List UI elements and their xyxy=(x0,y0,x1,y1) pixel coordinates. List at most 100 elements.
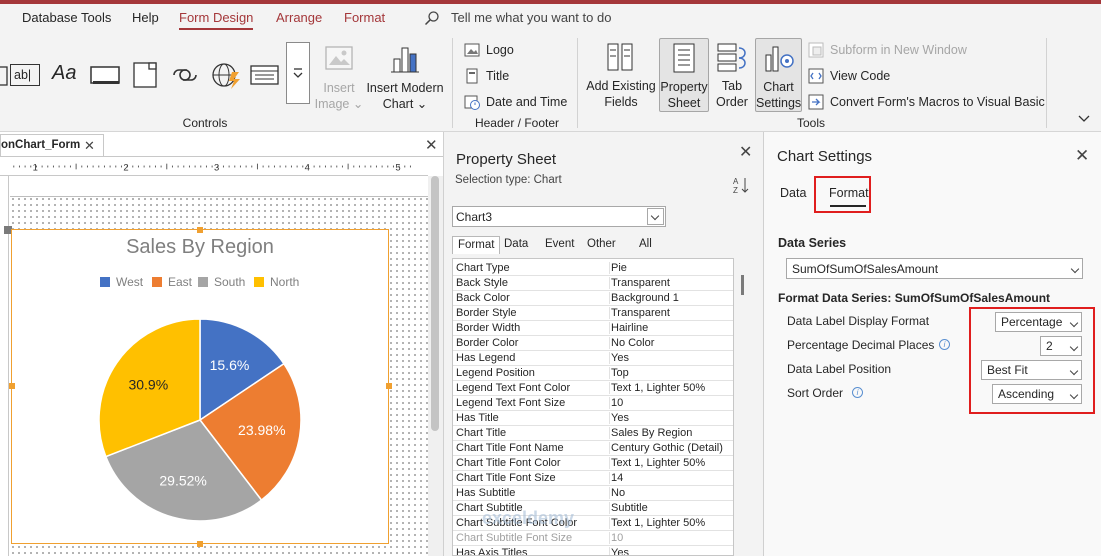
move-handle[interactable] xyxy=(4,226,12,234)
property-row[interactable]: Chart Title Font Size 14 xyxy=(453,471,733,486)
label-position-dropdown[interactable]: Best Fit xyxy=(981,360,1082,380)
data-series-dropdown[interactable]: SumOfSumOfSalesAmount xyxy=(786,258,1083,279)
insert-image-button[interactable]: Insert Image ⌄ xyxy=(314,42,364,112)
property-value[interactable]: 14 xyxy=(609,472,733,484)
property-row[interactable]: Legend Position Top xyxy=(453,366,733,381)
property-value[interactable]: Hairline xyxy=(609,322,733,334)
property-row[interactable]: Chart Subtitle Subtitle xyxy=(453,501,733,516)
ps-tab-data[interactable]: Data xyxy=(504,238,529,250)
convert-macros-button[interactable]: Convert Form's Macros to Visual Basic xyxy=(808,94,1045,110)
property-row[interactable]: Legend Text Font Size 10 xyxy=(453,396,733,411)
property-row[interactable]: Chart Type Pie xyxy=(453,261,733,276)
selection-combo[interactable]: Chart3 xyxy=(452,206,666,227)
navigation-control-icon[interactable] xyxy=(250,64,280,86)
property-value[interactable]: 10 xyxy=(609,397,733,409)
property-row[interactable]: Border Style Transparent xyxy=(453,306,733,321)
property-value[interactable]: Top xyxy=(609,367,733,379)
text-box-control[interactable]: ab| xyxy=(10,64,40,86)
property-row[interactable]: Border Color No Color xyxy=(453,336,733,351)
close-icon[interactable]: ✕ xyxy=(1075,146,1090,165)
view-code-button[interactable]: View Code xyxy=(808,68,890,84)
control-partial-icon[interactable] xyxy=(0,64,9,88)
property-value[interactable]: Transparent xyxy=(609,307,733,319)
ps-tab-format[interactable]: Format xyxy=(452,236,501,254)
property-value[interactable]: Text 1, Lighter 50% xyxy=(609,517,733,529)
property-value[interactable]: Yes xyxy=(609,352,733,364)
close-icon[interactable]: ✕ xyxy=(739,144,753,161)
web-browser-control-icon[interactable] xyxy=(210,60,242,90)
tab-arrange[interactable]: Arrange xyxy=(276,10,323,25)
property-value[interactable]: Background 1 xyxy=(609,292,733,304)
property-row[interactable]: Border Width Hairline xyxy=(453,321,733,336)
property-value[interactable]: Sales By Region xyxy=(609,427,733,439)
logo-button[interactable]: Logo xyxy=(464,42,514,58)
property-grid-scroll-thumb[interactable] xyxy=(741,275,744,295)
property-row[interactable]: Has Subtitle No xyxy=(453,486,733,501)
property-row[interactable]: Has Axis Titles Yes xyxy=(453,546,733,555)
insert-modern-chart-button[interactable]: Insert Modern Chart ⌄ xyxy=(366,42,444,112)
ps-tab-event[interactable]: Event xyxy=(545,238,575,250)
sort-az-icon[interactable]: AZ xyxy=(733,176,751,194)
controls-gallery-more[interactable] xyxy=(286,42,310,104)
scrollbar-thumb[interactable] xyxy=(431,176,439,431)
label-control[interactable]: Aa xyxy=(52,62,77,84)
info-icon[interactable]: i xyxy=(852,387,863,398)
tab-format[interactable]: Format xyxy=(829,186,869,200)
close-pane-icon[interactable]: ✕ xyxy=(425,137,438,154)
property-sheet-button[interactable]: Property Sheet xyxy=(659,38,709,112)
tab-control-icon[interactable] xyxy=(131,60,161,90)
property-row[interactable]: Has Legend Yes xyxy=(453,351,733,366)
document-tab[interactable]: onChart_Form xyxy=(0,134,104,156)
resize-handle[interactable] xyxy=(386,383,392,389)
property-value[interactable]: Yes xyxy=(609,547,733,555)
resize-handle[interactable] xyxy=(197,541,203,547)
property-value[interactable]: Pie xyxy=(609,262,733,274)
property-value[interactable]: Transparent xyxy=(609,277,733,289)
button-control-icon[interactable] xyxy=(90,64,120,86)
resize-handle[interactable] xyxy=(197,227,203,233)
property-row[interactable]: Chart Title Font Name Century Gothic (Det… xyxy=(453,441,733,456)
title-button[interactable]: Title xyxy=(464,68,509,84)
header-footer-group-label: Header / Footer xyxy=(474,116,560,130)
property-value[interactable]: Subtitle xyxy=(609,502,733,514)
ps-tab-other[interactable]: Other xyxy=(587,238,616,250)
property-row[interactable]: Legend Text Font Color Text 1, Lighter 50… xyxy=(453,381,733,396)
property-value[interactable]: Text 1, Lighter 50% xyxy=(609,382,733,394)
property-value[interactable]: 10 xyxy=(609,532,733,544)
property-value[interactable]: Century Gothic (Detail) xyxy=(609,442,733,454)
add-existing-fields-button[interactable]: Add Existing Fields xyxy=(586,40,656,110)
ps-tab-all[interactable]: All xyxy=(639,238,652,250)
property-row[interactable]: Chart Subtitle Font Size 10 xyxy=(453,531,733,546)
tab-help[interactable]: Help xyxy=(132,10,159,25)
property-value[interactable]: Yes xyxy=(609,412,733,424)
tab-order-button[interactable]: Tab Order xyxy=(712,40,752,110)
property-value[interactable]: Text 1, Lighter 50% xyxy=(609,457,733,469)
tab-format[interactable]: Format xyxy=(344,10,386,25)
collapse-ribbon-icon[interactable] xyxy=(1078,114,1090,124)
chevron-down-icon[interactable] xyxy=(647,208,664,225)
property-value[interactable]: No Color xyxy=(609,337,733,349)
property-row[interactable]: Back Style Transparent xyxy=(453,276,733,291)
info-icon[interactable]: i xyxy=(939,339,950,350)
tab-form-design[interactable]: Form Design xyxy=(179,10,254,30)
hyperlink-control-icon[interactable] xyxy=(170,64,200,86)
label-display-format-dropdown[interactable]: Percentage xyxy=(995,312,1082,332)
property-row[interactable]: Chart Title Sales By Region xyxy=(453,426,733,441)
property-name: Border Width xyxy=(456,322,521,334)
property-row[interactable]: Chart Title Font Color Text 1, Lighter 50… xyxy=(453,456,733,471)
tab-data[interactable]: Data xyxy=(780,186,807,200)
resize-handle[interactable] xyxy=(9,383,15,389)
subform-new-window-button[interactable]: Subform in New Window xyxy=(808,42,967,58)
property-value[interactable]: No xyxy=(609,487,733,499)
decimal-places-dropdown[interactable]: 2 xyxy=(1040,336,1082,356)
sort-order-dropdown[interactable]: Ascending xyxy=(992,384,1082,404)
tell-me-input[interactable]: Tell me what you want to do xyxy=(451,10,612,25)
date-time-button[interactable]: Date and Time xyxy=(464,94,567,110)
property-row[interactable]: Chart Subtitle Font Color Text 1, Lighter… xyxy=(453,516,733,531)
property-grid-scrollbar[interactable] xyxy=(736,258,750,556)
close-icon[interactable]: ✕ xyxy=(84,138,95,153)
property-row[interactable]: Has Title Yes xyxy=(453,411,733,426)
property-row[interactable]: Back Color Background 1 xyxy=(453,291,733,306)
tab-database-tools[interactable]: Database Tools xyxy=(22,10,112,25)
chart-settings-button[interactable]: Chart Settings xyxy=(755,38,802,112)
